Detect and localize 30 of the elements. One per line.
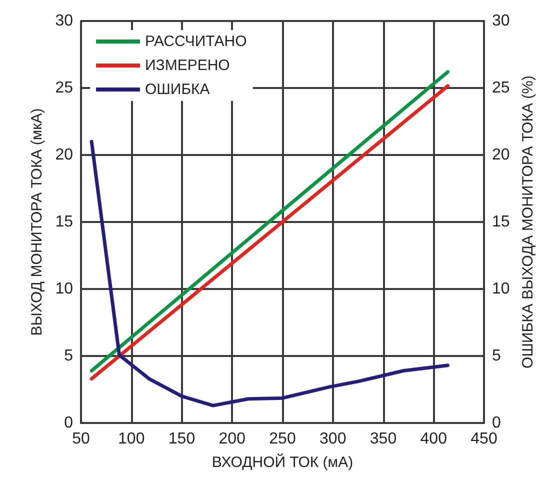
x-tick-label: 450 (470, 430, 498, 448)
y-tick-label: 20 (55, 146, 74, 164)
line-series (90, 140, 450, 408)
y-tick-label: 0 (64, 414, 74, 432)
x-tick-label: 300 (320, 430, 346, 448)
legend-label: ОШИБКА (145, 81, 210, 98)
x-tick-label: 200 (218, 430, 246, 448)
legend-label: РАССЧИТАНО (145, 33, 247, 50)
x-tick-label: 50 (72, 430, 90, 448)
x-tick-label: 350 (370, 430, 397, 448)
y-tick-label: 30 (55, 12, 74, 30)
y2-tick-label: 30 (492, 12, 510, 30)
y2-tick-label: 5 (492, 348, 501, 364)
x-tick-label: 400 (420, 430, 448, 448)
y2-tick-label: 25 (492, 80, 510, 96)
y-tick-label: 25 (55, 80, 74, 96)
x-tick-label: 250 (269, 430, 296, 448)
x-axis-title: ВХОДНОЙ ТОК (мА) (212, 453, 354, 471)
y-tick-label: 10 (55, 280, 74, 298)
legend-label: ИЗМЕРЕНО (145, 57, 230, 74)
y2-axis-title: ОШИБКА ВЫХОДА МОНИТОРА ТОКА (%) (520, 76, 537, 368)
x-tick-label: 150 (168, 430, 196, 448)
y2-tick-label: 20 (492, 146, 510, 164)
y-axis-title: ВЫХОД МОНИТОРА ТОКА (мкА) (28, 108, 46, 336)
y2-tick-label: 10 (492, 280, 510, 298)
y2-tick-label: 15 (492, 214, 510, 230)
y-tick-label: 15 (55, 214, 74, 230)
y2-tick-label: 0 (492, 414, 501, 432)
x-tick-label: 100 (118, 430, 145, 448)
y-tick-label: 5 (64, 348, 74, 364)
